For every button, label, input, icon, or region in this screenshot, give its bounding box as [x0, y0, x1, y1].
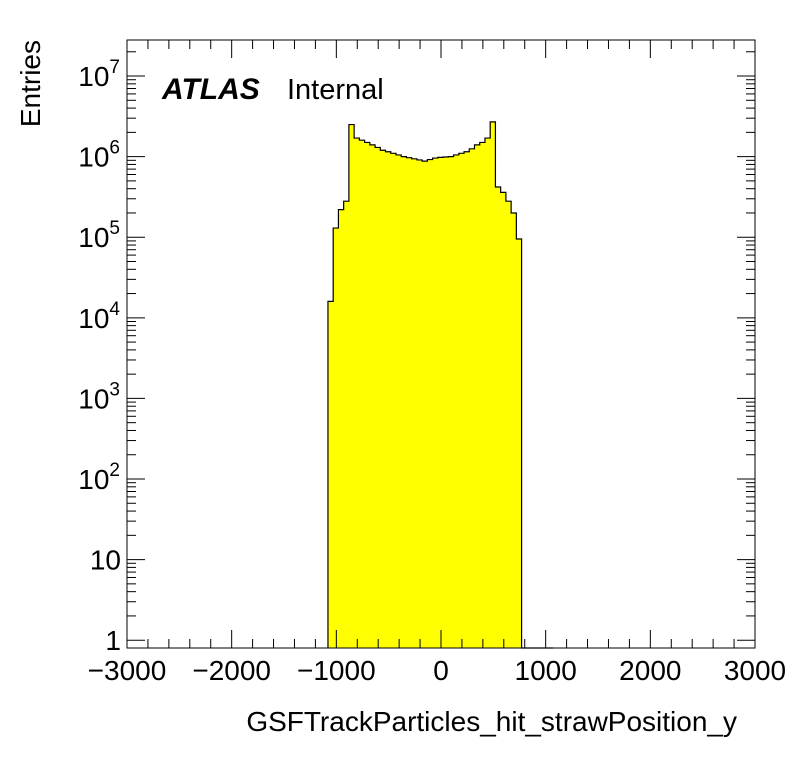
x-axis-ticks: −3000 −2000 −1000 0 1000 2000 3000 [88, 40, 786, 686]
histogram-bin [380, 150, 386, 649]
histogram-bin [348, 124, 355, 648]
x-tick-label: 0 [433, 655, 449, 686]
histogram-bin [364, 142, 371, 648]
histogram-bin [448, 156, 454, 648]
histogram-bin [495, 186, 501, 648]
histogram-bin [453, 154, 460, 648]
x-tick-label: −1000 [297, 655, 376, 686]
histogram-bin [416, 159, 423, 649]
histogram-bin [327, 301, 334, 648]
x-tick-label: 3000 [724, 655, 786, 686]
histogram-bin [395, 154, 402, 648]
x-tick-label: −2000 [192, 655, 271, 686]
y-axis-title: Entries [15, 40, 46, 127]
histogram-outline [327, 121, 553, 649]
y-tick-label: 104 [78, 299, 120, 334]
histogram-bin [484, 138, 491, 648]
histogram-bin [464, 151, 470, 649]
histogram-bin [500, 192, 507, 648]
x-axis-title: GSFTrackParticles_hit_strawPosition_y [246, 706, 737, 737]
histogram-bin [338, 209, 344, 648]
histogram-bin [406, 157, 412, 649]
x-tick-label: 2000 [619, 655, 681, 686]
histogram-bin [511, 212, 517, 648]
histogram-bin [490, 121, 496, 649]
histogram-bin [369, 144, 376, 648]
histogram-bars [327, 121, 553, 649]
histogram-bin [474, 144, 481, 648]
x-tick-label: −3000 [88, 655, 167, 686]
histogram-bin [385, 151, 392, 649]
y-tick-label: 105 [78, 218, 120, 253]
histogram-bin [458, 153, 465, 648]
histogram-bin [401, 156, 407, 648]
y-tick-label: 1 [105, 625, 121, 656]
y-tick-label: 102 [78, 460, 120, 495]
histogram-bin [469, 148, 475, 648]
histogram-bin [390, 153, 397, 648]
internal-label: Internal [287, 74, 384, 106]
y-axis-ticks: 1 10 102 103 104 105 106 107 [78, 51, 755, 656]
x-tick-label: 1000 [515, 655, 577, 686]
y-tick-label: 107 [78, 57, 120, 92]
histogram-bin [375, 147, 381, 648]
atlas-label: ATLAS [161, 73, 260, 106]
histogram-bin [432, 158, 439, 648]
histogram-bin [437, 157, 444, 648]
y-tick-label: 103 [78, 379, 120, 414]
histogram-bin [505, 201, 512, 648]
histogram-bin [516, 239, 522, 649]
histogram-bin [427, 159, 433, 648]
histogram-bin [422, 161, 428, 649]
y-tick-label: 10 [90, 545, 121, 576]
histogram-bin [411, 158, 418, 648]
histogram-bin [333, 228, 339, 648]
histogram-bin [443, 156, 449, 648]
histogram-bin [359, 140, 365, 649]
y-tick-label: 106 [78, 138, 120, 173]
histogram-bin [479, 142, 486, 648]
histogram-bin [343, 201, 350, 648]
histogram-bin [354, 138, 360, 648]
